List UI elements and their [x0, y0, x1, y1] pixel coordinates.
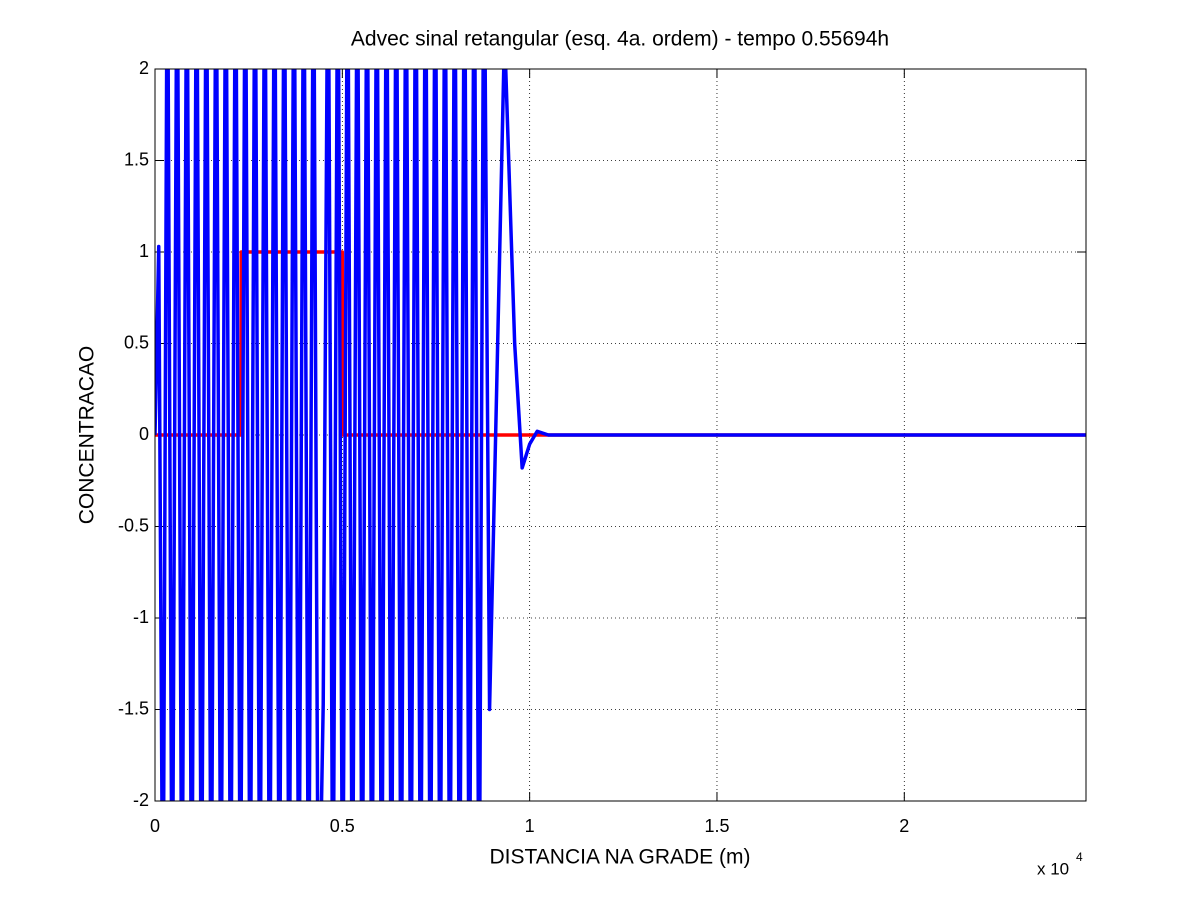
y-tick-label: -0.5: [118, 515, 149, 535]
x-tick-label: 0: [150, 816, 160, 836]
x-multiplier-exponent: 4: [1076, 850, 1083, 864]
x-axis-label: DISTANCIA NA GRADE (m): [490, 846, 751, 869]
y-tick-label: 0.5: [124, 332, 149, 352]
x-tick-label: 1.5: [704, 816, 729, 836]
y-tick-label: -1.5: [118, 698, 149, 718]
axes-frame: [154, 68, 1087, 802]
y-tick-label: 2: [139, 58, 149, 78]
y-tick-label: -2: [133, 790, 149, 810]
x-tick-label: 1: [525, 816, 535, 836]
y-tick-label: 1: [139, 241, 149, 261]
y-tick-label: 0: [139, 424, 149, 444]
y-tick-label: 1.5: [124, 149, 149, 169]
y-tick-label: -1: [133, 607, 149, 627]
x-multiplier: x 10: [1037, 859, 1069, 878]
x-tick-label: 2: [899, 816, 909, 836]
y-axis-label: CONCENTRACAO: [76, 346, 99, 525]
lines: [155, 69, 1086, 801]
chart-title: Advec sinal retangular (esq. 4a. ordem) …: [351, 28, 889, 51]
data-line: [155, 69, 1086, 801]
x-tick-label: 0.5: [330, 816, 355, 836]
